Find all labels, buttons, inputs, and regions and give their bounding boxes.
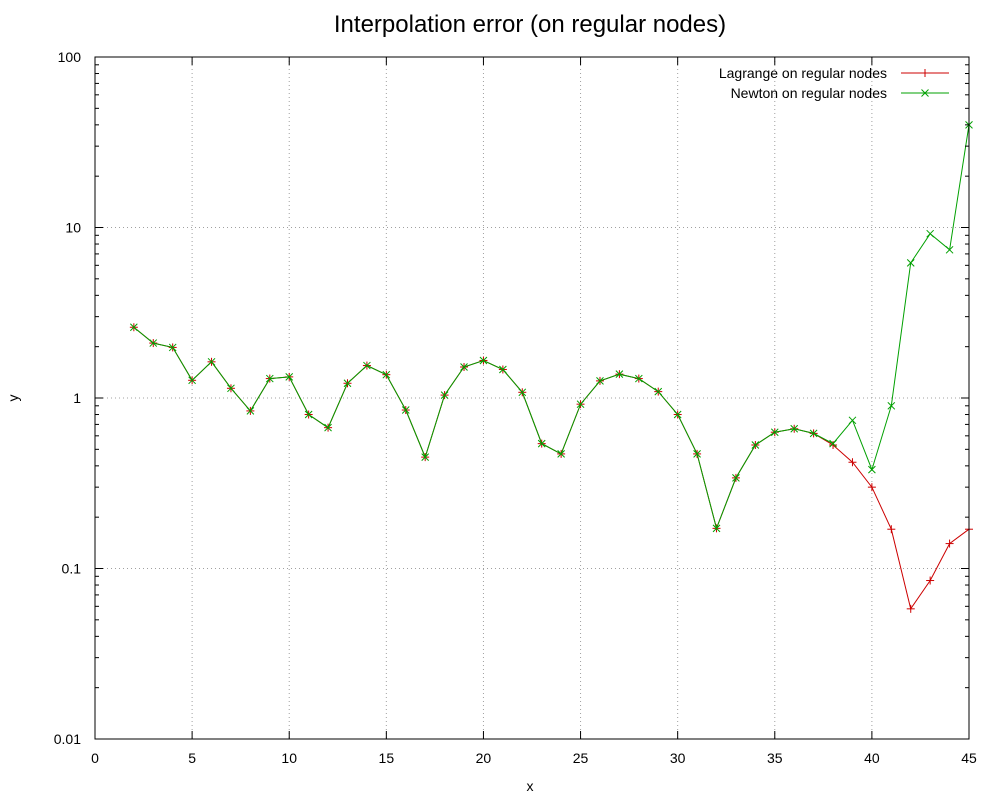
data-point xyxy=(887,401,896,410)
data-point xyxy=(304,410,313,419)
data-point xyxy=(634,374,643,383)
data-point xyxy=(945,539,954,548)
grid xyxy=(95,57,969,739)
data-point xyxy=(848,416,857,425)
data-point xyxy=(615,370,624,379)
legend: Lagrange on regular nodes Newton on regul… xyxy=(719,65,949,101)
x-tick-label: 20 xyxy=(476,750,492,766)
series-2 xyxy=(129,120,973,533)
series-layer xyxy=(129,120,973,613)
data-point xyxy=(265,374,274,383)
data-point xyxy=(868,465,876,474)
data-point xyxy=(557,450,565,458)
chart-title: Interpolation error (on regular nodes) xyxy=(334,11,726,38)
data-point xyxy=(693,450,701,458)
legend-label: Newton on regular nodes xyxy=(731,85,887,101)
data-point xyxy=(945,245,954,254)
data-point xyxy=(207,357,216,366)
series-1 xyxy=(129,323,973,613)
legend-entry: Lagrange on regular nodes xyxy=(719,65,949,81)
data-point xyxy=(926,229,935,238)
data-point xyxy=(227,384,235,393)
data-point xyxy=(926,576,935,585)
y-tick-label: 1 xyxy=(73,390,81,406)
y-tick-label: 0.1 xyxy=(62,561,82,577)
data-point xyxy=(246,407,255,415)
data-point xyxy=(537,439,546,448)
data-point xyxy=(596,377,604,385)
data-point xyxy=(654,387,663,396)
series-line xyxy=(133,124,970,530)
data-point xyxy=(324,423,332,432)
data-point xyxy=(906,259,915,267)
data-point xyxy=(673,410,682,419)
data-point xyxy=(188,376,196,385)
data-point xyxy=(382,370,391,379)
y-tick-label: 0.01 xyxy=(54,731,81,747)
x-tick-label: 25 xyxy=(573,750,589,766)
x-tick-label: 5 xyxy=(188,750,196,766)
data-point xyxy=(576,400,585,409)
legend-label: Lagrange on regular nodes xyxy=(719,65,887,81)
data-point xyxy=(829,439,837,448)
x-tick-label: 0 xyxy=(91,750,99,766)
data-point xyxy=(499,365,507,374)
data-point xyxy=(906,604,915,613)
data-point xyxy=(921,89,929,97)
data-point xyxy=(440,391,449,399)
x-tick-label: 35 xyxy=(767,750,783,766)
legend-entry: Newton on regular nodes xyxy=(731,85,949,101)
data-point xyxy=(712,524,721,533)
data-point xyxy=(751,441,760,449)
data-point xyxy=(129,323,138,332)
x-tick-label: 10 xyxy=(281,750,297,766)
data-point xyxy=(343,379,352,388)
x-tick-label: 40 xyxy=(864,750,880,766)
data-point xyxy=(168,343,177,352)
x-tick-label: 15 xyxy=(379,750,395,766)
data-point xyxy=(770,428,779,437)
data-point xyxy=(421,453,430,461)
data-point xyxy=(149,339,158,347)
data-point xyxy=(732,474,740,482)
data-point xyxy=(460,363,468,371)
data-point xyxy=(479,356,488,365)
x-tick-label: 45 xyxy=(961,750,977,766)
series-line xyxy=(133,326,970,611)
data-point xyxy=(921,69,929,77)
data-point xyxy=(518,388,527,397)
data-point xyxy=(363,361,371,370)
data-point xyxy=(829,441,838,450)
data-point xyxy=(809,429,818,438)
y-axis-label: y xyxy=(5,395,21,402)
data-point xyxy=(790,424,799,433)
y-tick-label: 10 xyxy=(65,220,81,236)
x-axis-label: x xyxy=(527,778,534,794)
x-tick-label: 30 xyxy=(670,750,686,766)
data-point xyxy=(887,525,896,534)
data-point xyxy=(867,483,876,492)
data-point xyxy=(401,406,410,414)
ticks: 0 5 10 15 20 25 30 35 40 45 0.01 0.1 1 10 100 xyxy=(54,49,977,766)
y-tick-label: 100 xyxy=(58,49,82,65)
data-point xyxy=(285,373,294,381)
data-point xyxy=(848,458,857,467)
